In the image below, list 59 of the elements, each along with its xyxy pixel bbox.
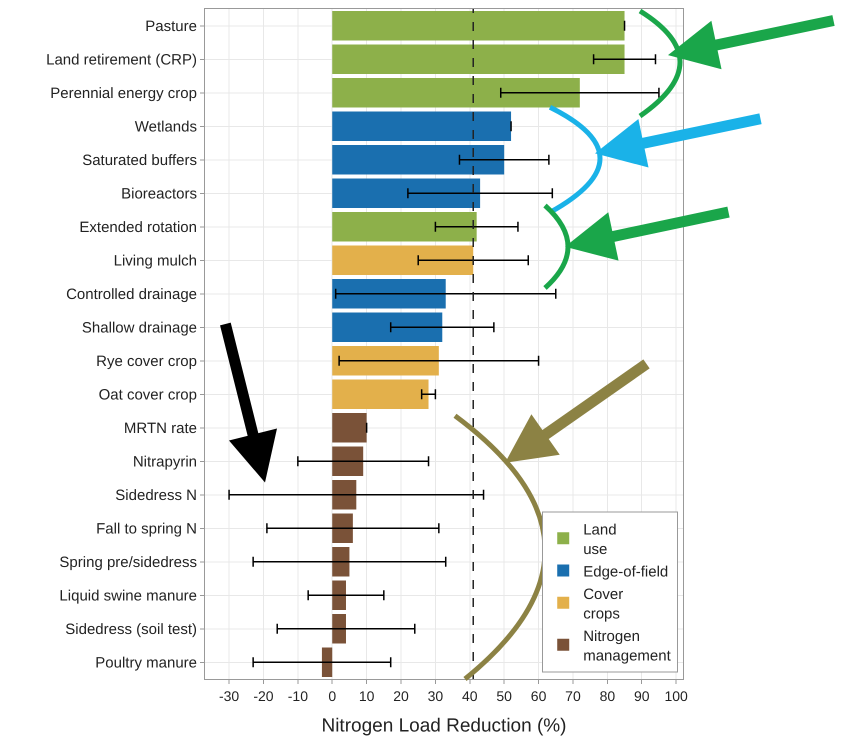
legend-label: Edge-of-field <box>583 563 668 580</box>
y-tick-label: Saturated buffers <box>82 152 197 169</box>
bar <box>332 178 480 208</box>
y-tick-label: Poultry manure <box>95 654 197 672</box>
y-tick-label: Nitrapyrin <box>132 454 197 470</box>
bar <box>332 346 439 376</box>
y-tick-label: Sidedress (soil test) <box>65 621 197 638</box>
y-tick-label: Sidedress N <box>115 487 197 504</box>
y-tick-label: Wetlands <box>134 118 197 136</box>
bar <box>332 614 346 644</box>
bar <box>332 480 356 510</box>
legend-label: Cover crops <box>583 586 624 622</box>
y-tick-label: Rye cover crop <box>96 353 197 370</box>
x-tick-label: 40 <box>462 688 478 704</box>
bar <box>332 446 364 476</box>
y-tick-label: Fall to spring N <box>96 520 197 538</box>
bar <box>332 78 580 108</box>
x-tick-label: 90 <box>634 688 650 704</box>
bar <box>332 145 504 174</box>
bar <box>332 112 512 141</box>
legend-label: Land use <box>583 521 617 558</box>
x-tick-label: -20 <box>253 688 274 704</box>
x-tick-label: 0 <box>328 688 336 704</box>
x-tick-label: 50 <box>496 688 512 704</box>
y-tick-label: Perennial energy crop <box>50 85 197 102</box>
y-tick-label: Living mulch <box>114 252 197 270</box>
bar <box>332 44 625 74</box>
x-tick-label: 20 <box>393 688 410 704</box>
y-tick-label: Oat cover crop <box>98 386 197 404</box>
y-tick-label: Extended rotation <box>79 219 197 236</box>
bar <box>332 279 446 308</box>
y-tick-label: Shallow drainage <box>82 320 197 336</box>
bar <box>332 246 474 275</box>
bar <box>332 514 353 543</box>
x-tick-label: -30 <box>218 688 240 704</box>
x-tick-label: 60 <box>530 688 547 704</box>
y-tick-label: Land retirement (CRP) <box>46 52 197 68</box>
y-tick-label: Liquid swine manure <box>59 588 197 604</box>
y-tick-label: Pasture <box>145 18 197 35</box>
legend-label: Nitrogen management <box>583 628 672 664</box>
x-tick-label: 80 <box>600 688 616 704</box>
x-tick-label: 100 <box>664 688 688 704</box>
bar <box>332 312 442 342</box>
bar <box>332 11 625 40</box>
y-tick-label: Spring pre/sidedress <box>59 554 197 571</box>
bar <box>332 380 429 409</box>
x-axis-title: Nitrogen Load Reduction (%) <box>321 716 567 737</box>
y-tick-label: MRTN rate <box>124 420 197 437</box>
x-tick-label: 70 <box>565 688 581 704</box>
x-tick-label: -10 <box>288 688 308 704</box>
bar <box>332 580 346 610</box>
bar <box>322 648 332 677</box>
bar <box>332 413 367 442</box>
bar <box>332 547 350 576</box>
x-tick-label: 10 <box>358 688 375 704</box>
x-tick-label: 30 <box>428 688 444 704</box>
y-tick-label: Controlled drainage <box>66 286 197 303</box>
y-tick-label: Bioreactors <box>121 186 197 202</box>
bar <box>332 212 477 242</box>
